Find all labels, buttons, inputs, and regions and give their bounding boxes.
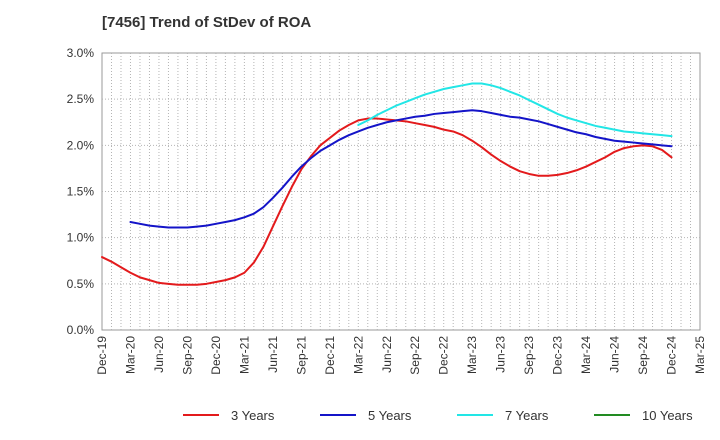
- y-tick-label: 3.0%: [67, 46, 95, 60]
- x-tick-label: Sep-20: [180, 336, 194, 375]
- x-tick-label: Sep-23: [522, 336, 536, 375]
- legend-swatch: [594, 414, 630, 416]
- x-tick-label: Sep-22: [408, 336, 422, 375]
- x-tick-label: Jun-21: [266, 336, 280, 373]
- chart-title: [7456] Trend of StDev of ROA: [102, 14, 312, 31]
- x-tick-label: Dec-21: [323, 336, 337, 375]
- series-lines: [101, 82, 673, 286]
- legend-label: 3 Years: [231, 407, 275, 423]
- x-tick-label: Jun-24: [608, 336, 622, 373]
- plot-area: [101, 52, 701, 331]
- x-tick-label: Jun-22: [380, 336, 394, 373]
- x-axis-ticks: Dec-19 Mar-20 Jun-20 Sep-20 Dec-20 Mar-21 Jun-…: [95, 336, 707, 375]
- x-tick-label: Dec-23: [551, 336, 565, 375]
- y-tick-label: 1.5%: [67, 185, 95, 199]
- y-tick-label: 2.5%: [67, 92, 95, 106]
- legend-label: 7 Years: [505, 407, 549, 423]
- x-tick-label: Dec-24: [665, 336, 679, 375]
- x-tick-label: Dec-22: [437, 336, 451, 375]
- legend-swatch: [183, 414, 219, 416]
- legend-label: 10 Years: [642, 407, 693, 423]
- x-tick-label: Dec-20: [209, 336, 223, 375]
- x-tick-label: Dec-19: [95, 336, 109, 375]
- chart-canvas: 0.0% 0.5% 1.0% 1.5% 2.0% 2.5% 3.0% Dec-19 Mar-2…: [67, 46, 707, 375]
- x-tick-label: Mar-21: [237, 336, 251, 374]
- y-tick-label: 1.0%: [67, 231, 95, 245]
- series-line-7-years: [357, 82, 673, 138]
- series-line-5-years: [129, 109, 673, 229]
- x-tick-label: Mar-22: [351, 336, 365, 374]
- x-tick-label: Sep-24: [636, 336, 650, 375]
- y-tick-label: 2.0%: [67, 138, 95, 152]
- y-tick-label: 0.5%: [67, 277, 95, 291]
- y-tick-label: 0.0%: [67, 323, 95, 337]
- x-tick-label: Jun-23: [494, 336, 508, 373]
- legend-label: 5 Years: [368, 407, 412, 423]
- x-tick-label: Mar-25: [693, 336, 707, 374]
- legend-item: 7 Years: [457, 404, 548, 426]
- y-axis-ticks: 0.0% 0.5% 1.0% 1.5% 2.0% 2.5% 3.0%: [67, 46, 95, 337]
- legend-swatch: [457, 414, 493, 416]
- grid: [102, 53, 700, 330]
- x-tick-label: Sep-21: [294, 336, 308, 375]
- x-tick-label: Jun-20: [152, 336, 166, 373]
- x-tick-label: Mar-20: [123, 336, 137, 374]
- series-line-3-years: [101, 117, 673, 286]
- legend-swatch: [320, 414, 356, 416]
- x-tick-label: Mar-24: [579, 336, 593, 374]
- x-tick-label: Mar-23: [465, 336, 479, 374]
- legend-item: 3 Years: [183, 404, 274, 426]
- legend: 3 Years 5 Years 7 Years 10 Years: [0, 404, 720, 426]
- legend-item: 5 Years: [320, 404, 411, 426]
- legend-item: 10 Years: [594, 404, 693, 426]
